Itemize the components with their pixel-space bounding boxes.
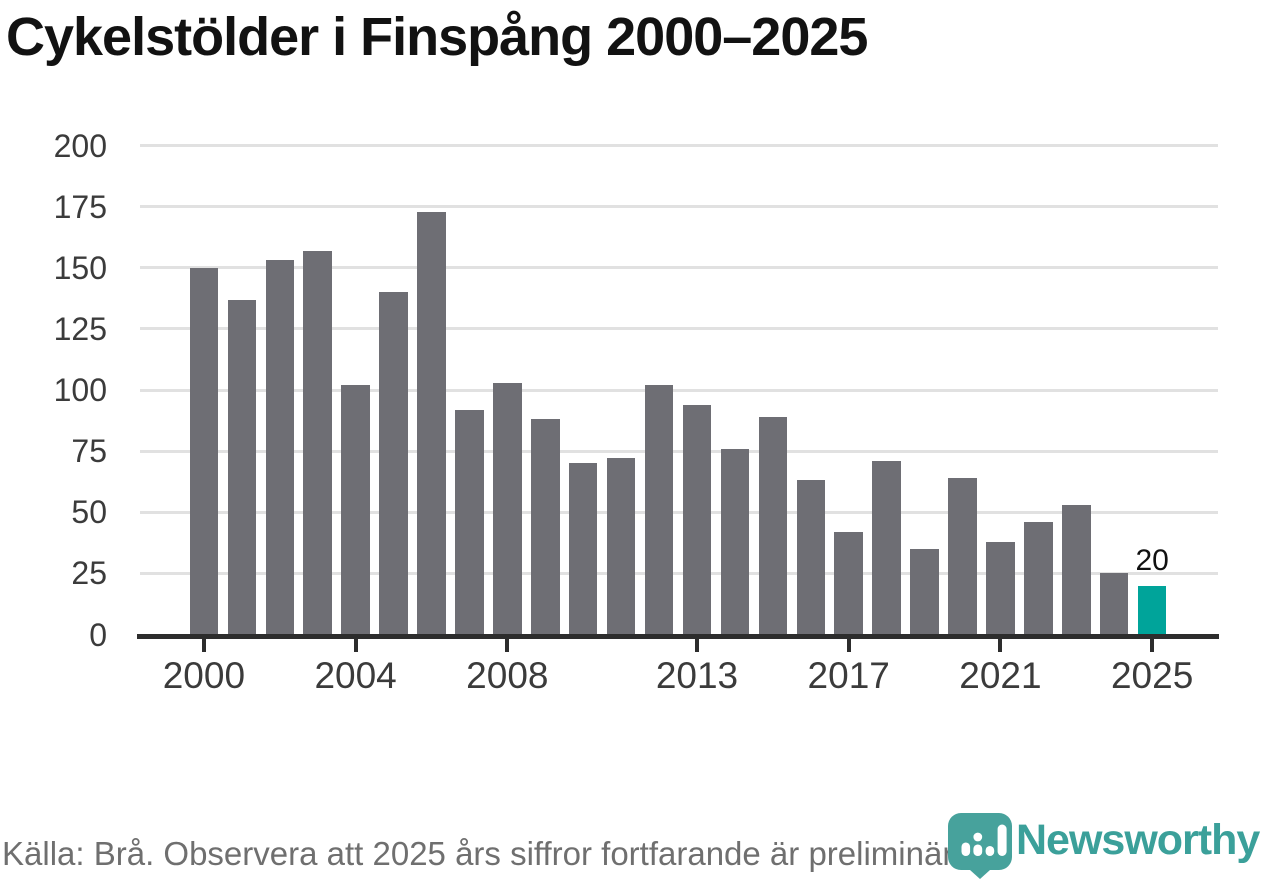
- bar-2014: [720, 448, 750, 639]
- x-axis-line: [137, 634, 1219, 639]
- x-axis-tick-2025: [1150, 639, 1155, 652]
- gridline-150: [140, 266, 1218, 270]
- x-axis-tick-2004: [353, 639, 358, 652]
- y-axis-label-100: 100: [53, 372, 107, 408]
- bar-2017: [834, 531, 863, 639]
- x-axis-label-2013: 2013: [655, 655, 739, 696]
- x-axis-tick-2008: [505, 639, 510, 652]
- newsworthy-wordmark: Newsworthy: [1016, 816, 1260, 864]
- bar-2007: [455, 409, 484, 639]
- newsworthy-logo-icon: [948, 813, 1012, 879]
- gridline-25: [140, 571, 1218, 575]
- y-axis-label-125: 125: [53, 310, 107, 347]
- y-axis-label-25: 25: [71, 555, 107, 592]
- x-axis-tick-2000: [201, 639, 206, 652]
- bar-2006: [417, 211, 446, 639]
- bar-2023: [1062, 504, 1091, 639]
- bar-2009: [531, 419, 560, 639]
- bar-2000: [189, 267, 219, 639]
- bar-2018: [872, 460, 901, 639]
- y-axis-label-200: 200: [53, 127, 107, 164]
- gridline-50: [140, 510, 1218, 514]
- y-axis-label-75: 75: [71, 433, 107, 470]
- bar-2022: [1024, 522, 1053, 639]
- gridline-125: [140, 327, 1218, 331]
- bar-2013: [682, 404, 712, 639]
- x-axis-tick-2013: [694, 639, 699, 652]
- x-axis-label-2025: 2025: [1110, 655, 1194, 696]
- bar-2003: [303, 250, 332, 639]
- y-axis-label-175: 175: [53, 188, 107, 225]
- bar-2005: [379, 292, 408, 639]
- bar-2025: [1137, 585, 1167, 639]
- x-axis-label-2008: 2008: [466, 655, 549, 696]
- y-axis-label-150: 150: [53, 249, 107, 286]
- bar-2011: [606, 458, 636, 639]
- bar-2016: [796, 480, 826, 639]
- bar-2010: [568, 463, 598, 639]
- x-axis-tick-2017: [846, 639, 851, 652]
- bar-2002: [265, 260, 294, 639]
- gridline-75: [140, 449, 1218, 453]
- bar-2019: [910, 548, 939, 639]
- source-note: Källa: Brå. Observera att 2025 års siffr…: [2, 835, 981, 872]
- gridline-200: [140, 144, 1218, 147]
- x-axis-label-2004: 2004: [314, 655, 397, 696]
- bar-2024: [1099, 573, 1129, 639]
- bar-2021: [986, 541, 1015, 639]
- x-axis-tick-2021: [998, 639, 1003, 652]
- chart-title: Cykelstölder i Finspång 2000–2025: [6, 7, 868, 67]
- bar-2015: [758, 416, 788, 639]
- gridline-175: [140, 205, 1218, 209]
- bar-2012: [644, 385, 674, 639]
- gridline-100: [140, 388, 1218, 392]
- y-axis-label-50: 50: [71, 494, 107, 531]
- y-axis-label-0: 0: [89, 616, 107, 653]
- bar-2004: [341, 385, 370, 639]
- bar-2001: [227, 299, 257, 639]
- x-axis-label-2000: 2000: [162, 655, 246, 696]
- bar-2020: [948, 478, 977, 639]
- bar-2008: [493, 382, 522, 639]
- value-label-2025: 20: [1135, 543, 1169, 577]
- x-axis-label-2017: 2017: [807, 655, 890, 696]
- x-axis-label-2021: 2021: [959, 655, 1042, 696]
